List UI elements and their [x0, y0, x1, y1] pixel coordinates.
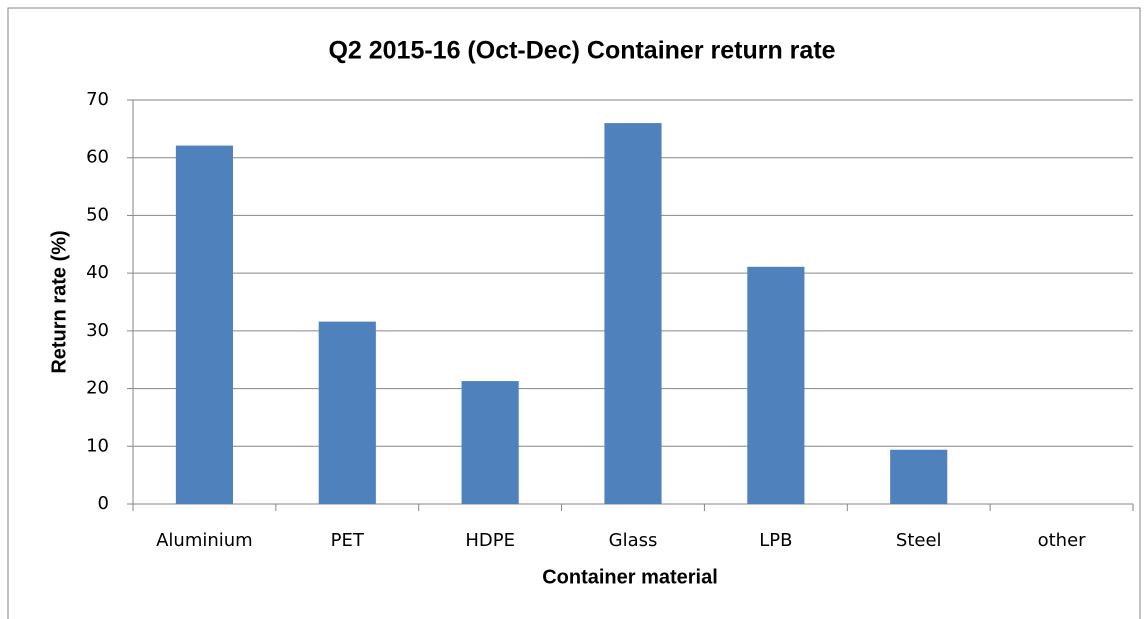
bar — [461, 381, 519, 504]
x-tick-label: Steel — [896, 530, 942, 551]
x-tick-label: Aluminium — [156, 530, 253, 551]
bar — [604, 123, 662, 504]
y-tick-label: 70 — [86, 89, 109, 110]
x-tick-label: PET — [331, 530, 365, 551]
x-tick-label: other — [1038, 530, 1087, 551]
chart-border — [7, 7, 1141, 619]
y-tick-label: 30 — [86, 320, 109, 341]
y-tick-label: 0 — [98, 493, 109, 514]
chart-title: Q2 2015-16 (Oct-Dec) Container return ra… — [328, 37, 835, 65]
x-tick-label: Glass — [609, 530, 658, 551]
x-axis-label: Container material — [542, 566, 718, 588]
bar — [890, 449, 948, 504]
bar — [175, 145, 233, 504]
bar — [318, 321, 376, 504]
y-tick-label: 20 — [86, 378, 109, 399]
y-tick-label: 50 — [86, 204, 109, 225]
y-tick-label: 60 — [86, 147, 109, 168]
y-tick-label: 40 — [86, 262, 109, 283]
x-tick-label: LPB — [759, 530, 792, 551]
y-tick-label: 10 — [86, 435, 109, 456]
y-axis-label: Return rate (%) — [48, 230, 70, 373]
bar — [747, 266, 805, 504]
x-tick-label: HDPE — [465, 530, 515, 551]
